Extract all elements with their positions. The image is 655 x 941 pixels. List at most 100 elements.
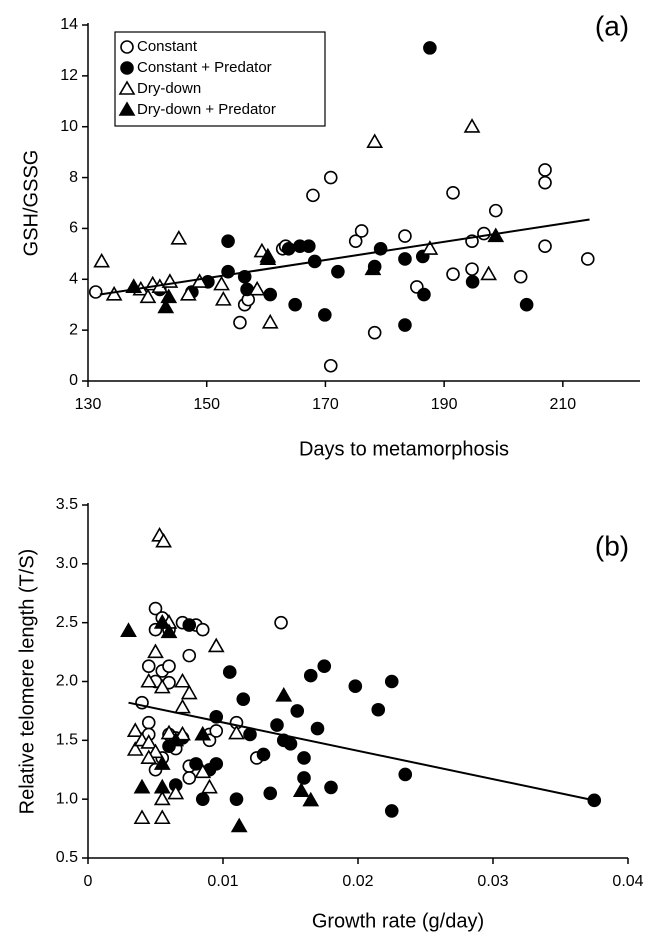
point	[191, 273, 208, 288]
point	[153, 755, 171, 770]
point	[261, 313, 279, 329]
point	[248, 280, 266, 296]
point	[417, 287, 431, 302]
point	[180, 684, 198, 700]
point	[141, 715, 156, 730]
panel-label: (b)	[595, 530, 629, 561]
point	[259, 250, 277, 265]
fit-line	[99, 218, 590, 296]
point	[488, 203, 503, 218]
x-tick-label: 0.04	[612, 873, 643, 890]
point	[302, 791, 320, 807]
point	[538, 163, 552, 177]
point	[323, 358, 338, 373]
y-tick-label: 0.5	[56, 849, 78, 866]
y-tick-label: 3.0	[56, 555, 78, 572]
point	[201, 778, 218, 794]
x-tick-label: 0	[84, 873, 93, 890]
point	[398, 767, 413, 782]
point	[179, 285, 197, 301]
point	[256, 747, 271, 762]
point	[465, 262, 479, 276]
point	[153, 678, 171, 694]
point	[140, 734, 158, 749]
point	[209, 757, 224, 771]
point	[160, 724, 178, 740]
point	[194, 725, 212, 741]
point	[366, 133, 384, 149]
point	[290, 704, 305, 718]
legend-box	[114, 31, 326, 127]
point	[348, 679, 363, 694]
point	[160, 288, 178, 304]
point	[139, 288, 157, 304]
point	[88, 285, 103, 299]
point	[421, 240, 439, 255]
point	[317, 659, 332, 674]
point	[465, 275, 480, 289]
y-axis-title: GSH/GSSG	[20, 150, 42, 257]
y-tick-label: 1.0	[56, 790, 78, 807]
panel-label: (a)	[595, 10, 629, 41]
point	[194, 763, 212, 779]
point	[222, 665, 237, 679]
point	[263, 786, 278, 801]
point	[398, 252, 412, 266]
y-tick-label: 4	[69, 271, 78, 288]
point	[167, 784, 185, 800]
y-tick-label: 3.5	[56, 496, 78, 513]
point	[275, 687, 293, 702]
y-tick-label: 1.5	[56, 732, 78, 749]
legend-marker	[118, 101, 136, 116]
point	[263, 287, 278, 302]
point	[233, 315, 247, 330]
point	[153, 790, 171, 806]
point	[288, 297, 302, 312]
point	[230, 817, 248, 833]
point	[283, 737, 298, 751]
point	[214, 291, 232, 306]
x-tick-label: 190	[431, 396, 458, 413]
point	[209, 724, 224, 738]
point	[367, 325, 382, 340]
point	[323, 170, 338, 185]
x-tick-label: 210	[549, 396, 576, 413]
point	[207, 637, 225, 653]
y-tick-label: 10	[60, 118, 78, 135]
point	[384, 674, 399, 689]
legend-label: Constant + Predator	[137, 59, 272, 76]
x-tick-label: 0.03	[477, 873, 508, 890]
legend-marker	[120, 40, 134, 54]
y-tick-label: 0	[69, 372, 78, 389]
point	[398, 318, 412, 332]
point	[384, 804, 399, 818]
point	[297, 751, 311, 765]
point	[270, 718, 284, 732]
point	[147, 643, 164, 659]
point	[221, 234, 235, 248]
y-tick-label: 2	[69, 321, 78, 338]
point	[463, 118, 481, 133]
point	[446, 267, 460, 282]
y-tick-label: 12	[60, 67, 78, 84]
point	[162, 659, 176, 674]
point	[580, 252, 595, 266]
point	[153, 809, 171, 825]
point	[155, 532, 172, 548]
x-tick-label: 0.01	[207, 873, 238, 890]
point	[153, 614, 171, 629]
point	[141, 659, 156, 674]
point	[236, 692, 251, 706]
legend-label: Dry-down	[137, 80, 201, 97]
point	[189, 757, 203, 771]
point	[174, 698, 191, 714]
legend-marker	[118, 80, 136, 95]
point	[140, 749, 158, 765]
point	[274, 615, 288, 630]
point	[126, 741, 144, 756]
point	[133, 778, 151, 794]
point	[148, 601, 163, 616]
point	[243, 727, 257, 742]
point	[126, 722, 144, 737]
